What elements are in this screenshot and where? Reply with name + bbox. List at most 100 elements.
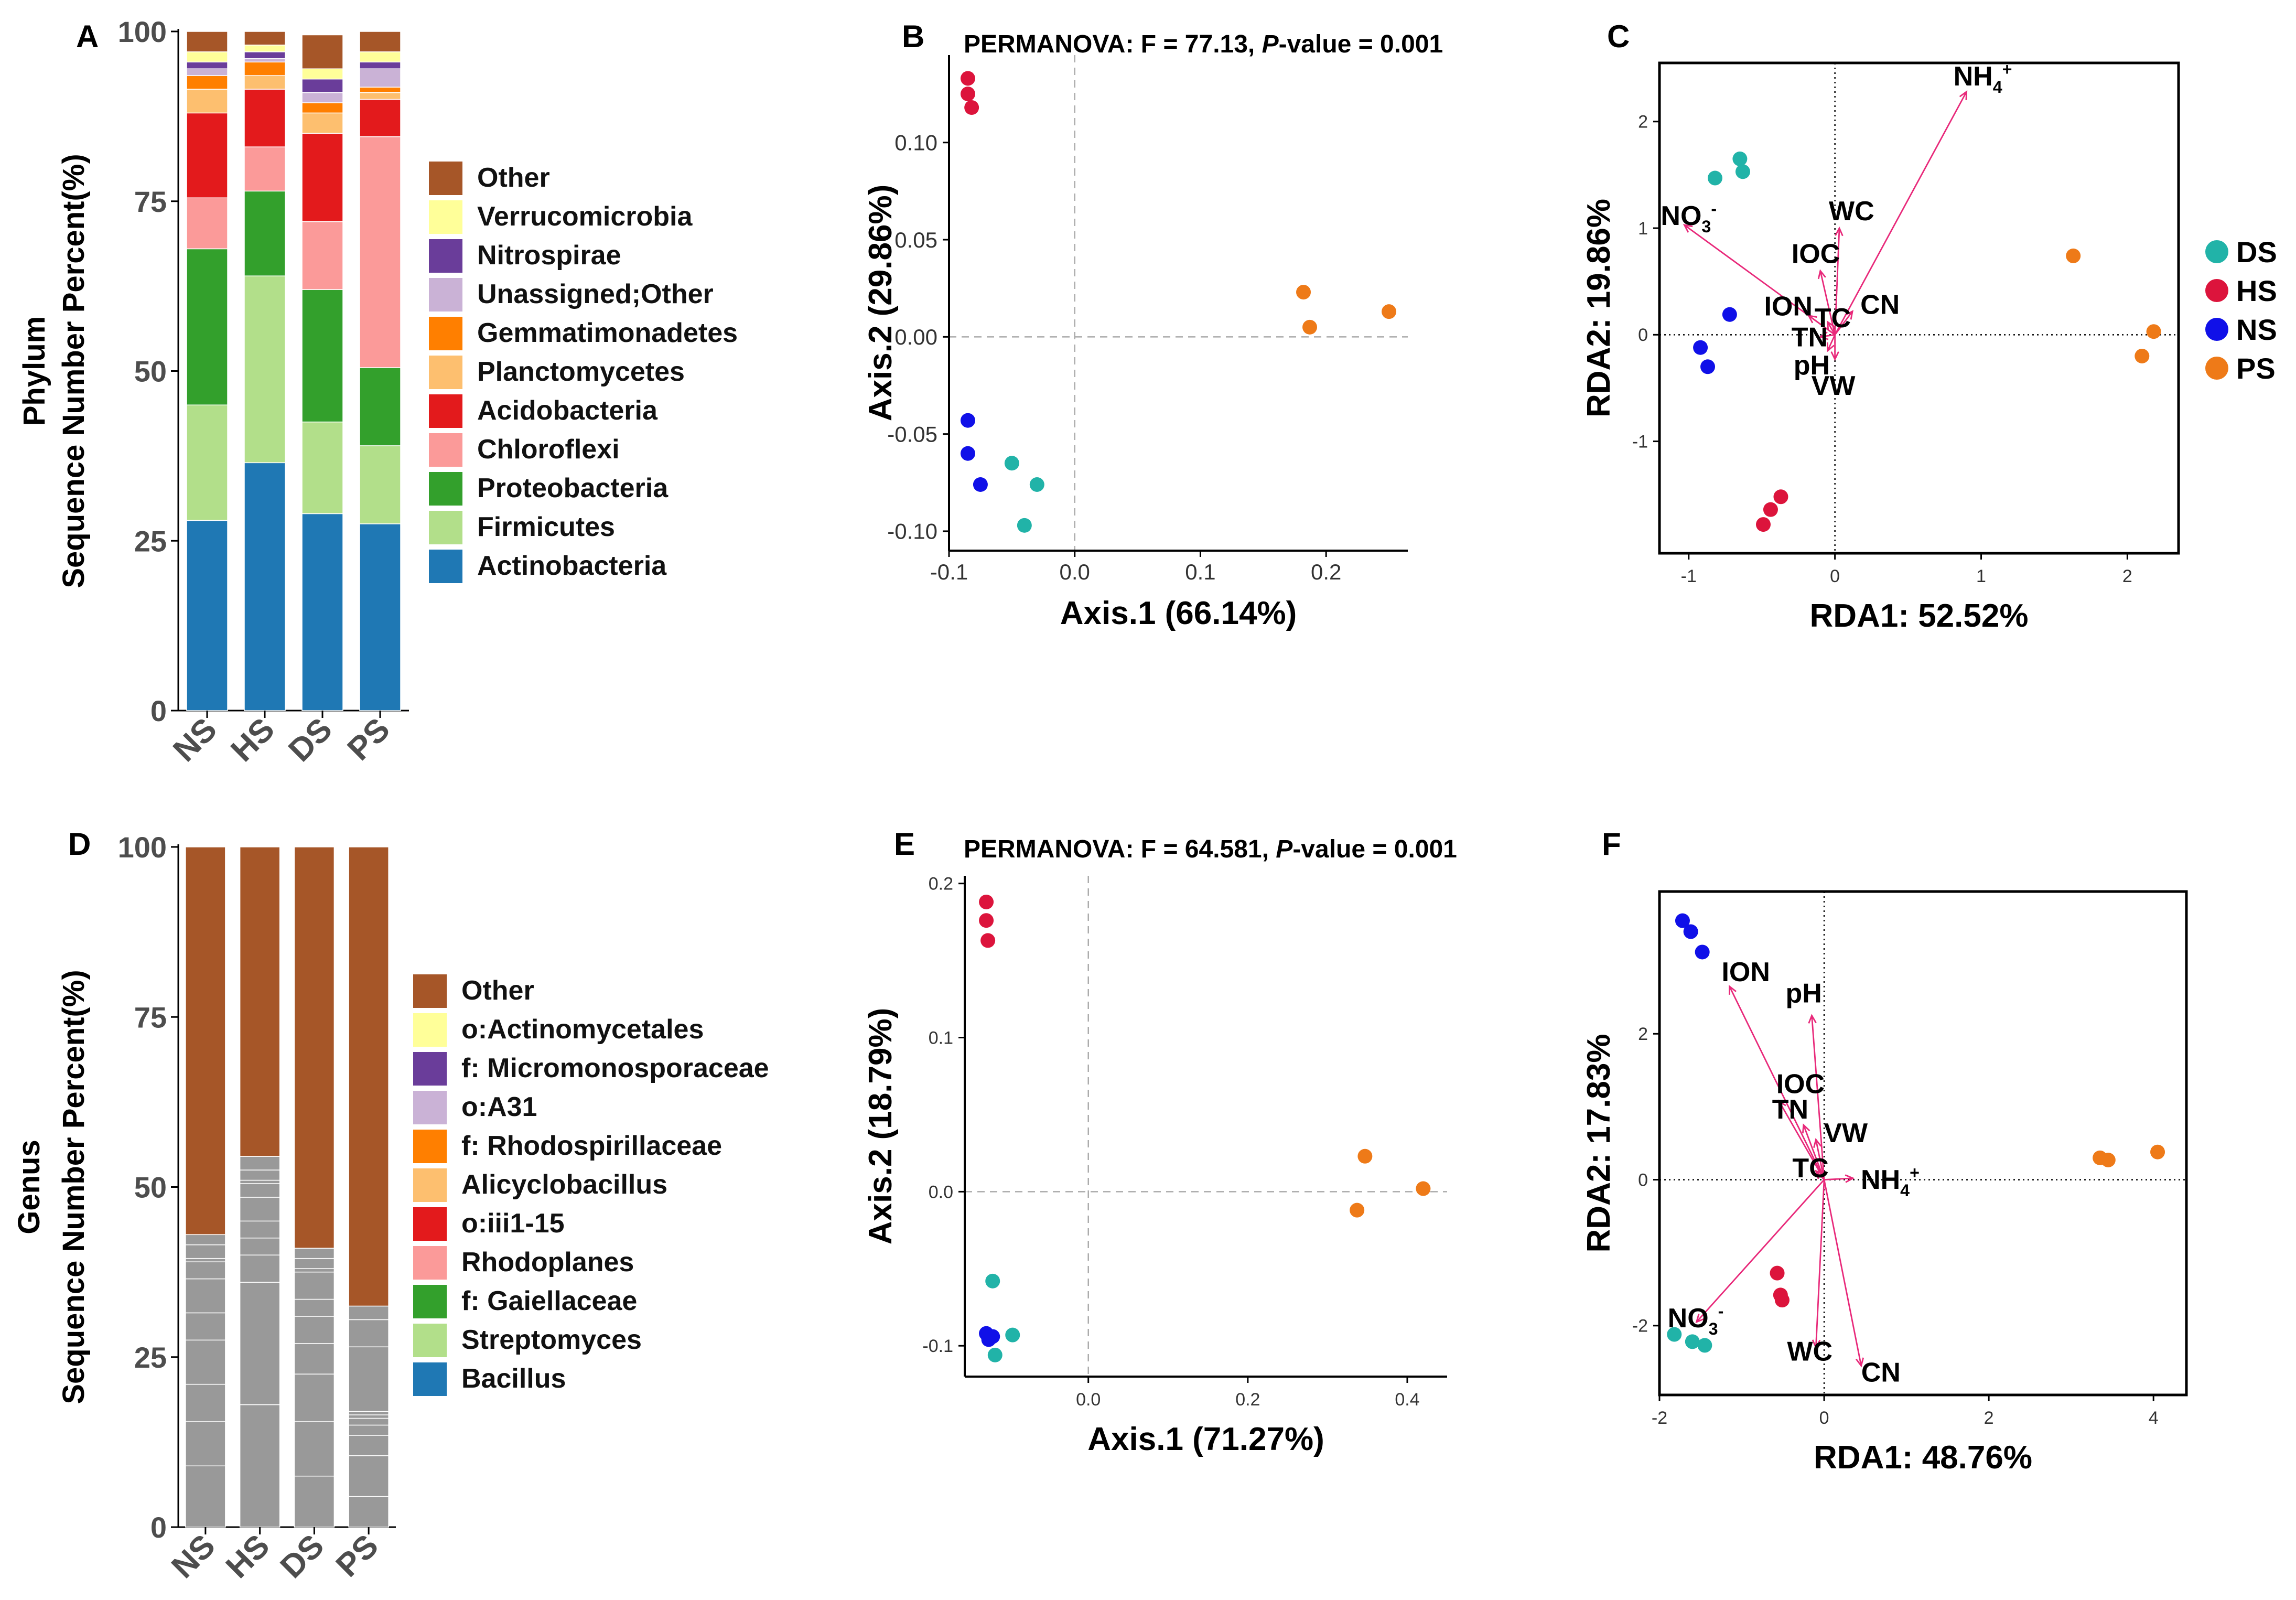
- point-ds-9: [1004, 456, 1019, 471]
- legend-label-f-micromonosporaceae: f: Micromonosporaceae: [461, 1053, 769, 1083]
- point-hs-5: [1774, 1293, 1790, 1308]
- y-tick-label: 25: [134, 1341, 167, 1374]
- env-arrow-ion: [1808, 315, 1836, 336]
- legend-swatch-other: [413, 974, 447, 1008]
- bar-segment-ds-unassigned-other: [301, 92, 343, 103]
- y-axis-label-percent: Sequence Number Percent(%): [57, 970, 91, 1404]
- panel-letter-a: A: [76, 19, 99, 54]
- legend-label-firmicutes: Firmicutes: [477, 512, 615, 542]
- point-ps-5: [1350, 1202, 1365, 1218]
- arrow-label-vw: VW: [1812, 371, 1856, 401]
- bar-segment-ns-alicyclobacillus: [185, 1278, 226, 1314]
- bar-segment-hs-gemmatimonadetes: [244, 61, 286, 76]
- bar-segment-ps-chloroflexi: [359, 136, 401, 368]
- bar-segment-ns-f-gaiellaceae: [185, 1383, 226, 1422]
- x-tick-label: 0.1: [1185, 560, 1215, 584]
- point-ns-11: [985, 1329, 1000, 1344]
- env-arrowhead: [1815, 1169, 1824, 1179]
- legend-label-bacillus: Bacillus: [461, 1363, 566, 1394]
- arrow-label-wc: WC: [1787, 1337, 1833, 1367]
- arrow-label-vw: VW: [1824, 1118, 1868, 1148]
- plot-frame: [1658, 890, 2188, 1397]
- x-tick-label-ps: PS: [341, 711, 397, 767]
- bar-segment-ps-acidobacteria: [359, 99, 401, 137]
- bar-segment-hs-streptomyces: [239, 1282, 281, 1405]
- bar-segment-hs-acidobacteria: [244, 89, 286, 147]
- legend-label-ds: DS: [2236, 235, 2277, 269]
- arrow-label-tn: TN: [1772, 1094, 1808, 1125]
- point-ds-11: [1017, 518, 1032, 533]
- y-tick-label: 2: [1638, 112, 1648, 132]
- bar-segment-ds-o-actinomycetales: [294, 1248, 335, 1259]
- x-axis-label: Axis.1 (66.14%): [1060, 595, 1297, 631]
- x-tick-label: 2: [1984, 1408, 1994, 1428]
- env-arrow-tc: [1827, 321, 1836, 336]
- legend-label-ns: NS: [2236, 313, 2277, 346]
- bar-segment-ps-firmicutes: [359, 445, 401, 524]
- y-tick-label: 50: [134, 355, 167, 388]
- env-arrow-tn: [1820, 334, 1835, 338]
- env-arrow-tn: [1803, 1124, 1825, 1180]
- bar-segment-ps-o-a31: [348, 1346, 389, 1412]
- legend-marker-ns: [2205, 318, 2228, 341]
- legend-label-f-rhodospirillaceae: f: Rhodospirillaceae: [461, 1131, 722, 1161]
- bar-segment-hs-f-micromonosporaceae: [239, 1169, 281, 1181]
- bar-segment-hs-proteobacteria: [244, 190, 286, 276]
- point-hs-2: [980, 933, 996, 948]
- point-ns-6: [960, 413, 975, 428]
- legend-label-hs: HS: [2236, 274, 2277, 307]
- env-arrowhead: [1830, 351, 1839, 361]
- bar-segment-ns-firmicutes: [186, 404, 228, 521]
- point-ds-2: [1735, 164, 1750, 179]
- legend-label-o-actinomycetales: o:Actinomycetales: [461, 1014, 704, 1045]
- y-tick-label: 0.0: [929, 1182, 953, 1202]
- point-ds-8: [987, 1347, 1003, 1362]
- x-tick-label-ds: DS: [274, 1528, 331, 1585]
- y-tick-label: 75: [134, 1001, 167, 1034]
- x-tick-label: -2: [1652, 1408, 1667, 1428]
- point-ns-8: [1700, 359, 1716, 374]
- point-hs-3: [1770, 1265, 1785, 1281]
- env-arrowhead: [1845, 1174, 1855, 1183]
- arrow-label-ioc: IOC: [1792, 239, 1840, 269]
- bar-segment-ns-other: [185, 846, 226, 1236]
- legend-label-o-a31: o:A31: [461, 1092, 537, 1122]
- legend-marker-ps: [2205, 357, 2228, 380]
- x-tick-label: 0: [1819, 1408, 1829, 1428]
- bar-segment-ns-chloroflexi: [186, 197, 228, 250]
- bar-segment-ds-alicyclobacillus: [294, 1298, 335, 1317]
- x-tick-label: 0.4: [1395, 1390, 1419, 1410]
- legend-label-nitrospirae: Nitrospirae: [477, 240, 621, 271]
- bar-segment-ds-other: [301, 34, 343, 69]
- point-ps-11: [2135, 348, 2150, 363]
- env-arrowhead: [1855, 1357, 1864, 1368]
- env-arrow-nh4: [1824, 1177, 1853, 1180]
- bar-segment-ns-nitrospirae: [186, 61, 228, 69]
- legend-label-acidobacteria: Acidobacteria: [477, 395, 658, 426]
- legend-swatch-other: [429, 162, 462, 195]
- x-tick-label-hs: HS: [219, 1528, 277, 1585]
- arrow-label-nh4: NH4+: [1861, 1163, 1920, 1200]
- y-tick-label: 0: [150, 1511, 167, 1544]
- x-tick-label: 0.2: [1235, 1390, 1260, 1410]
- bar-segment-hs-rhodoplanes: [239, 1238, 281, 1255]
- bar-segment-ds-rhodoplanes: [294, 1343, 335, 1375]
- x-axis-label: RDA1: 48.76%: [1814, 1440, 2032, 1476]
- legend-swatch-verrucomicrobia: [429, 200, 462, 234]
- y-axis-label: RDA2: 19.86%: [1581, 199, 1617, 417]
- point-ds-1: [1732, 151, 1748, 166]
- bar-segment-ds-chloroflexi: [301, 221, 343, 290]
- env-arrowhead: [1683, 224, 1693, 233]
- panel-letter-c: C: [1607, 19, 1630, 54]
- env-arrow-ioc: [1819, 271, 1836, 335]
- point-ns-2: [1695, 944, 1710, 960]
- arrow-label-no3: NO3-: [1661, 199, 1717, 236]
- env-arrow-ph: [1811, 1015, 1825, 1180]
- y-tick-label: 0.05: [894, 228, 937, 252]
- env-arrow-ion: [1729, 986, 1825, 1180]
- bar-segment-ds-f-rhodospirillaceae: [294, 1271, 335, 1300]
- bar-segment-ds-f-micromonosporaceae: [294, 1258, 335, 1269]
- bar-segment-ns-f-rhodospirillaceae: [185, 1261, 226, 1280]
- point-hs-3: [1773, 489, 1788, 504]
